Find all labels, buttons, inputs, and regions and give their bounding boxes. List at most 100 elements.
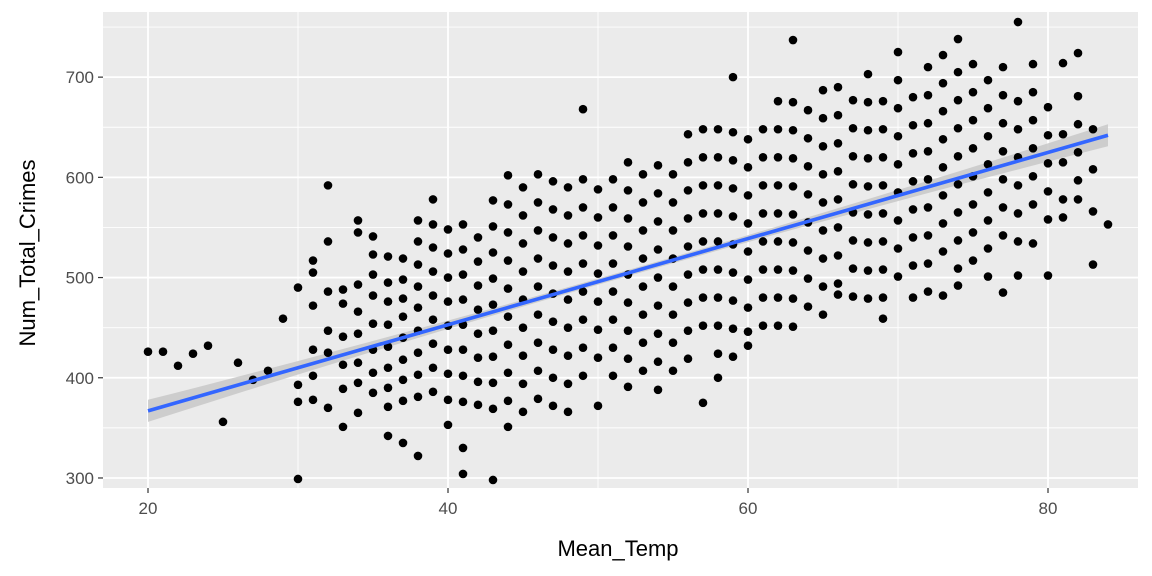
data-point <box>1043 271 1053 280</box>
data-point <box>968 256 978 265</box>
data-point <box>983 160 993 169</box>
data-point <box>578 259 588 268</box>
data-point <box>938 163 948 172</box>
data-point <box>623 186 633 195</box>
y-tick-label: 500 <box>66 269 94 288</box>
data-point <box>428 220 438 229</box>
data-point <box>788 266 798 275</box>
data-point <box>1028 59 1038 69</box>
data-point <box>1073 147 1083 157</box>
data-point <box>1073 48 1083 58</box>
data-point <box>878 96 888 106</box>
data-point <box>968 115 978 125</box>
data-point <box>728 268 738 277</box>
data-point <box>818 113 828 123</box>
data-point <box>578 287 588 296</box>
data-point <box>533 254 543 263</box>
data-point <box>1028 200 1038 209</box>
data-point <box>908 293 918 302</box>
data-point <box>353 307 363 316</box>
data-point <box>938 191 948 200</box>
data-point <box>398 396 408 406</box>
data-point <box>728 156 738 165</box>
y-tick-label: 700 <box>66 68 94 87</box>
data-point <box>713 349 723 359</box>
data-point <box>503 312 513 321</box>
y-tick-label: 600 <box>66 168 94 187</box>
data-point <box>473 233 483 242</box>
data-point <box>518 407 528 417</box>
data-point <box>443 369 453 379</box>
data-point <box>593 353 603 363</box>
data-point <box>1043 102 1053 112</box>
data-point <box>728 352 738 362</box>
data-point <box>1028 87 1038 97</box>
data-point <box>968 228 978 237</box>
data-point <box>878 124 888 134</box>
data-point <box>488 326 498 335</box>
data-point <box>443 273 453 282</box>
data-point <box>788 35 798 45</box>
data-point <box>443 297 453 306</box>
data-point <box>773 265 783 274</box>
data-point <box>458 371 468 381</box>
data-point <box>893 75 903 85</box>
data-point <box>623 158 633 167</box>
data-point <box>998 231 1008 240</box>
data-point <box>323 181 333 190</box>
data-point <box>788 238 798 247</box>
data-point <box>608 343 618 353</box>
data-point <box>863 294 873 303</box>
data-point <box>743 134 753 144</box>
data-point <box>518 379 528 389</box>
data-point <box>878 293 888 302</box>
data-point <box>893 47 903 57</box>
data-point <box>308 268 318 277</box>
data-point <box>578 203 588 212</box>
data-point <box>398 312 408 321</box>
data-point <box>743 163 753 172</box>
data-point <box>1043 215 1053 224</box>
data-point <box>923 231 933 240</box>
data-point <box>698 124 708 134</box>
data-point <box>458 295 468 304</box>
data-point <box>428 315 438 324</box>
data-point <box>863 266 873 275</box>
data-point <box>788 210 798 219</box>
data-point <box>353 280 363 289</box>
data-point <box>998 90 1008 100</box>
data-point <box>503 368 513 378</box>
data-point <box>623 382 633 392</box>
data-point <box>818 170 828 179</box>
data-point <box>758 293 768 302</box>
data-point <box>398 355 408 365</box>
data-point <box>893 160 903 169</box>
data-point <box>713 321 723 330</box>
data-point <box>743 191 753 200</box>
data-point <box>338 422 348 432</box>
data-point <box>698 265 708 274</box>
data-point <box>638 198 648 207</box>
data-point <box>908 92 918 102</box>
data-point <box>743 247 753 256</box>
data-point <box>428 291 438 300</box>
data-point <box>788 97 798 107</box>
data-point <box>908 177 918 186</box>
data-point <box>938 291 948 300</box>
data-point <box>788 154 798 163</box>
data-point <box>923 287 933 296</box>
data-point <box>533 338 543 347</box>
data-point <box>683 326 693 335</box>
data-point <box>893 131 903 141</box>
data-point <box>1073 91 1083 101</box>
data-point <box>293 474 303 484</box>
data-point <box>623 214 633 223</box>
data-point <box>368 291 378 300</box>
data-point <box>818 310 828 319</box>
x-axis: 20 40 60 80 <box>139 488 1057 518</box>
data-point <box>713 293 723 302</box>
data-point <box>638 254 648 263</box>
data-point <box>563 323 573 332</box>
data-point <box>458 220 468 229</box>
data-point <box>353 228 363 237</box>
